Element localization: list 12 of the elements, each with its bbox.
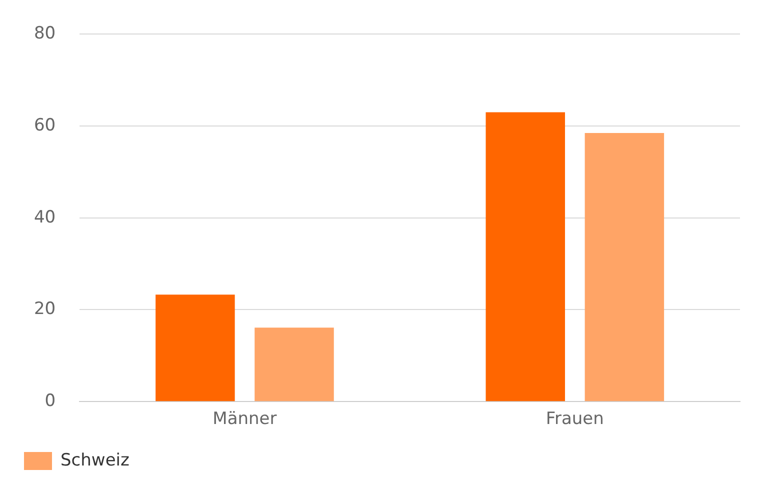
y-tick-label: 60 [34,115,56,136]
bar [486,112,566,402]
bar [584,132,664,402]
legend-label: Schweiz [60,450,130,470]
y-tick-label: 0 [44,391,56,412]
y-tick-label: 40 [34,207,56,228]
bar [254,328,334,402]
bar [156,294,235,402]
x-tick-label: Männer [212,409,277,430]
y-tick-label: 80 [34,24,56,44]
y-tick-label: 20 [34,299,56,320]
x-tick-label: Frauen [546,409,604,430]
